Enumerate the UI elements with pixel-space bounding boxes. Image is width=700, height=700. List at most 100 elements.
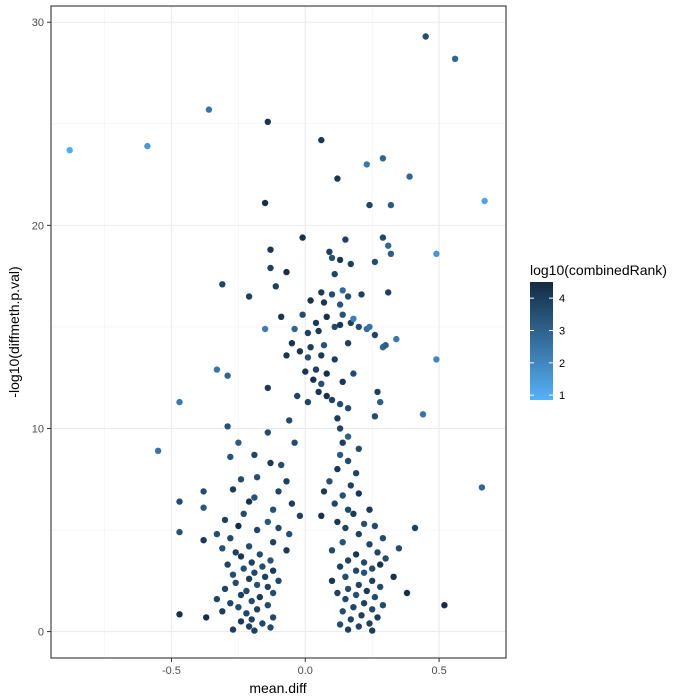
data-point: [320, 488, 328, 495]
data-point: [363, 161, 370, 168]
data-point: [261, 325, 269, 333]
data-point: [366, 323, 373, 331]
data-point: [366, 620, 373, 627]
data-point: [272, 283, 279, 290]
data-point: [478, 484, 486, 491]
data-point: [344, 585, 352, 593]
data-point: [229, 626, 237, 633]
data-point: [377, 561, 384, 568]
data-point: [371, 413, 379, 420]
data-point: [318, 136, 325, 144]
data-point: [334, 415, 341, 422]
data-point: [253, 606, 261, 613]
data-point: [344, 506, 352, 513]
data-point: [224, 372, 231, 379]
data-point: [350, 510, 357, 517]
data-point: [219, 608, 226, 615]
data-point: [344, 433, 352, 440]
data-point: [433, 356, 440, 363]
data-point: [350, 315, 357, 322]
data-point: [256, 593, 263, 601]
data-point: [336, 563, 344, 570]
data-point: [237, 618, 245, 625]
data-point: [176, 611, 183, 618]
data-point: [393, 335, 400, 343]
data-point: [283, 352, 290, 359]
data-point: [200, 537, 207, 544]
data-point: [275, 524, 282, 532]
data-point: [334, 465, 341, 473]
grid-lines: [51, 6, 506, 658]
data-point: [328, 291, 336, 298]
data-point: [245, 498, 253, 505]
data-point: [328, 396, 336, 404]
data-point: [371, 522, 379, 530]
data-point: [334, 175, 341, 182]
data-point: [310, 376, 317, 383]
legend-ticks: 1 2 3 4: [530, 293, 565, 402]
data-point: [318, 380, 325, 387]
data-point: [406, 173, 413, 180]
data-point: [243, 587, 250, 595]
data-point: [403, 589, 411, 597]
data-point: [344, 405, 352, 412]
data-point: [336, 425, 344, 432]
data-point: [382, 342, 389, 349]
data-point: [224, 423, 231, 430]
data-point: [267, 264, 274, 272]
data-point: [288, 500, 296, 507]
data-point: [315, 327, 322, 335]
data-point: [302, 368, 309, 375]
data-point: [307, 297, 314, 304]
data-point: [344, 340, 352, 347]
data-point: [379, 602, 387, 609]
data-point: [339, 539, 346, 546]
data-point: [200, 504, 207, 511]
data-point: [248, 616, 255, 623]
data-point: [369, 577, 376, 584]
data-point: [355, 530, 362, 538]
data-point: [205, 106, 213, 113]
data-point: [374, 388, 381, 396]
data-point: [336, 451, 344, 459]
data-point: [334, 589, 341, 597]
data-point: [245, 293, 253, 300]
data-point: [219, 281, 226, 288]
data-point: [278, 313, 285, 320]
data-point: [366, 541, 373, 548]
data-point: [369, 627, 376, 634]
data-point: [326, 248, 333, 255]
panel-border: [50, 5, 507, 659]
data-point: [342, 524, 349, 532]
data-point: [331, 323, 338, 331]
data-point: [366, 506, 373, 513]
data-point: [339, 378, 346, 385]
data-point: [251, 569, 258, 576]
data-point: [347, 260, 354, 268]
data-point: [323, 313, 330, 320]
data-point: [299, 311, 306, 318]
data-point: [221, 516, 229, 524]
data-point: [336, 301, 344, 308]
data-point: [304, 398, 312, 406]
data-point: [240, 510, 247, 517]
data-point: [253, 526, 261, 534]
data-point: [360, 520, 368, 528]
data-point: [291, 439, 298, 446]
data-point: [336, 321, 344, 329]
data-point: [342, 573, 349, 580]
data-point: [355, 490, 362, 497]
data-point: [144, 142, 151, 150]
data-point: [366, 201, 373, 209]
data-point: [379, 234, 387, 241]
data-point: [237, 591, 245, 599]
data-point: [441, 602, 448, 609]
data-point: [227, 535, 234, 542]
data-point: [350, 604, 357, 611]
data-point: [336, 621, 344, 628]
y-tick-label: 30: [32, 17, 44, 29]
data-point: [203, 614, 210, 621]
data-point: [331, 500, 338, 507]
data-point: [304, 354, 312, 361]
legend-tick-label: 4: [559, 293, 565, 305]
